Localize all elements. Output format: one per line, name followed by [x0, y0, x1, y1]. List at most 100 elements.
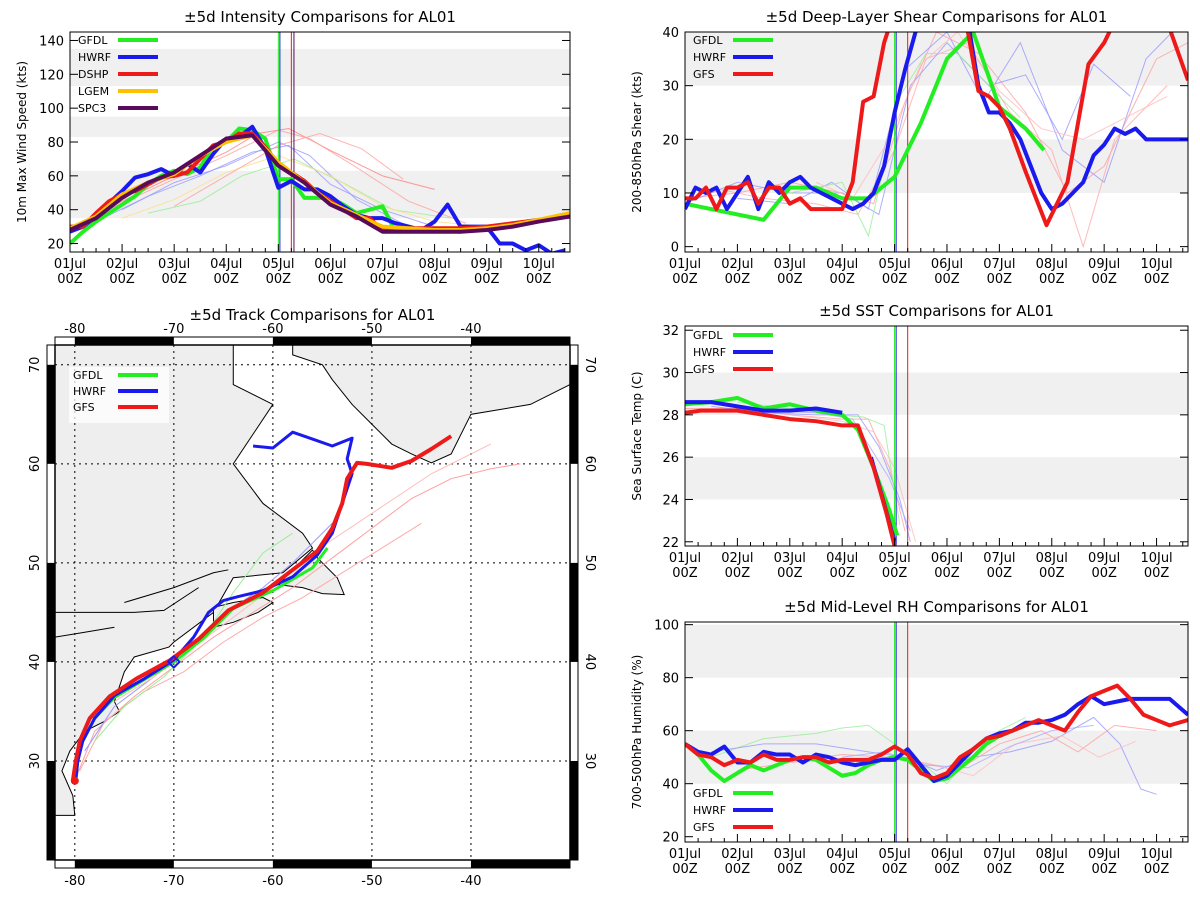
intensity-xtick-day: 07Jul [366, 257, 398, 272]
rh-ylabel: 700-500hPa Humidity (%) [630, 655, 644, 810]
shear-xtick-hour: 00Z [882, 272, 908, 287]
intensity-xtick-hour: 00Z [266, 272, 292, 287]
lat-tick-label-left: 40 [28, 654, 43, 671]
intensity-xtick-hour: 00Z [161, 272, 187, 287]
track-legend-label-gfs: GFS [73, 401, 95, 414]
frame-band-right-outline [569, 344, 579, 861]
sst-ensemble-line-1 [711, 405, 911, 542]
track-legend: GFDL HWRF GFS [69, 367, 169, 423]
lon-tick-label-bottom: -50 [361, 874, 382, 889]
shear-plot-area [685, 32, 1188, 252]
sst-xtick-hour: 00Z [987, 566, 1013, 581]
sst-frame [684, 325, 1189, 547]
intensity-band-1 [70, 116, 570, 137]
shear-xtick-hour: 00Z [1039, 272, 1065, 287]
intensity-legend-label-gfdl: GFDL [78, 34, 108, 47]
track-title: ±5d Track Comparisons for AL01 [190, 306, 436, 324]
shear-ytick-label: 0 [671, 241, 679, 256]
track-series-gfs [70, 434, 453, 782]
shear-xtick-hour: 00Z [829, 272, 855, 287]
rh-legend-label-gfdl: GFDL [693, 787, 723, 800]
sst-xtick-day: 07Jul [983, 551, 1015, 566]
lat-tick-label-left: 30 [28, 753, 43, 770]
shear-ytick-label: 30 [662, 80, 679, 95]
sst-xtick-hour: 00Z [934, 566, 960, 581]
lon-tick-label-top: -80 [64, 322, 85, 337]
rh-ytick-label: 20 [662, 831, 679, 846]
rh-xtick-day: 07Jul [983, 847, 1015, 862]
shear-frame [684, 31, 1189, 253]
sst-xtick-day: 08Jul [1036, 551, 1068, 566]
intensity-legend-label-dshp: DSHP [78, 68, 109, 81]
intensity-xtick-hour: 00Z [57, 272, 83, 287]
intensity-legend-label-spc3: SPC3 [78, 102, 106, 115]
intensity-legend-label-hwrf: HWRF [78, 51, 111, 64]
intensity-xtick-hour: 00Z [109, 272, 135, 287]
shear-ensemble-line-4 [789, 52, 1021, 238]
sst-xtick-day: 10Jul [1140, 551, 1172, 566]
lat-tick-label-left: 60 [28, 456, 43, 473]
rh-xtick-day: 03Jul [774, 847, 806, 862]
intensity-xtick-day: 06Jul [314, 257, 346, 272]
frame-band-top [272, 337, 372, 345]
intensity-series-spc3-4 [70, 133, 570, 234]
shear-xtick-hour: 00Z [1091, 272, 1117, 287]
sst-ensemble-line-0 [685, 408, 906, 532]
shear-legend-label-gfs: GFS [693, 68, 715, 81]
intensity-xtick-hour: 00Z [526, 272, 552, 287]
shear-xtick-hour: 00Z [725, 272, 751, 287]
greenland-land [292, 345, 570, 464]
sst-title: ±5d SST Comparisons for AL01 [819, 302, 1054, 320]
rh-xtick-day: 04Jul [826, 847, 858, 862]
rh-xtick-hour: 00Z [1091, 862, 1117, 877]
sst-xtick-day: 05Jul [878, 551, 910, 566]
shear-chart: 01020304001Jul00Z02Jul00Z03Jul00Z04Jul00… [630, 8, 1189, 287]
sst-ytick-label: 28 [662, 409, 679, 424]
frame-band-bottom-outline [54, 859, 571, 869]
intensity-xtick-day: 08Jul [418, 257, 450, 272]
sst-xtick-hour: 00Z [777, 566, 803, 581]
shear-xtick-day: 09Jul [1088, 257, 1120, 272]
intensity-xtick-hour: 00Z [318, 272, 344, 287]
intensity-xtick-day: 01Jul [54, 257, 86, 272]
shear-xtick-day: 07Jul [983, 257, 1015, 272]
frame-band-left-outline [46, 344, 56, 861]
lon-tick-label-bottom: -40 [460, 874, 481, 889]
rh-title: ±5d Mid-Level RH Comparisons for AL01 [784, 598, 1089, 616]
sst-series-gfs-3 [685, 408, 897, 546]
intensity-xtick-hour: 00Z [474, 272, 500, 287]
lat-tick-label-right: 30 [582, 753, 597, 770]
lat-tick-label-right: 60 [582, 456, 597, 473]
intensity-xtick-day: 05Jul [262, 257, 294, 272]
intensity-xtick-day: 09Jul [471, 257, 503, 272]
frame-band-top-outline [54, 336, 571, 346]
sst-xtick-hour: 00Z [829, 566, 855, 581]
frame-band-left [47, 562, 55, 662]
frame-band-right [570, 562, 578, 662]
lon-tick-label-bottom: -80 [64, 874, 85, 889]
rh-series-gfs-2 [685, 683, 1188, 781]
sst-chart: 22242628303201Jul00Z02Jul00Z03Jul00Z04Ju… [630, 302, 1189, 581]
rh-xtick-day: 10Jul [1140, 847, 1172, 862]
sst-xtick-hour: 00Z [1144, 566, 1170, 581]
shear-xtick-day: 01Jul [669, 257, 701, 272]
intensity-xtick-day: 03Jul [158, 257, 190, 272]
sst-plot-area [685, 326, 1188, 546]
shear-xtick-hour: 00Z [987, 272, 1013, 287]
shear-ytick-label: 20 [662, 133, 679, 148]
lat-tick-label-left: 70 [28, 357, 43, 374]
rh-xtick-day: 02Jul [721, 847, 753, 862]
shear-xtick-hour: 00Z [1144, 272, 1170, 287]
sst-ensemble-line-3 [789, 414, 917, 542]
sst-ytick-label: 22 [662, 536, 679, 551]
rh-xtick-hour: 00Z [777, 862, 803, 877]
sst-band-0 [685, 457, 1188, 500]
sst-ylabel: Sea Surface Temp (C) [630, 371, 644, 500]
frame-band-right [570, 364, 578, 464]
rh-xtick-hour: 00Z [987, 862, 1013, 877]
shear-xtick-day: 02Jul [721, 257, 753, 272]
shear-series-gfs-2 [685, 32, 1188, 228]
sst-legend-label-gfdl: GFDL [693, 329, 723, 342]
